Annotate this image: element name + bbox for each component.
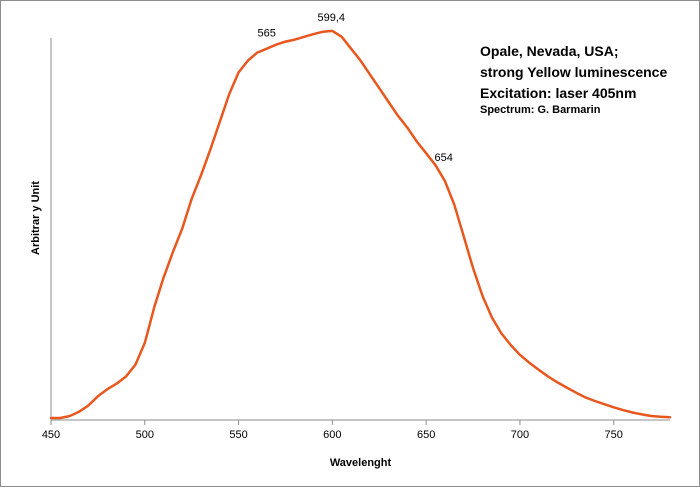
x-tick-label: 750 (605, 429, 623, 441)
peak-annotation: 599,4 (317, 12, 345, 24)
x-tick-label: 450 (42, 429, 60, 441)
peak-annotation: 565 (258, 28, 276, 40)
x-tick-label: 700 (511, 429, 529, 441)
x-axis-title: Wavelenght (330, 457, 392, 469)
chart-info-line: strong Yellow luminescence (480, 64, 667, 80)
x-tick-label: 650 (417, 429, 435, 441)
spectrum-line (49, 29, 672, 420)
x-tick-label: 500 (136, 429, 154, 441)
chart-info-line: Excitation: laser 405nm (480, 85, 636, 101)
x-tick-label: 550 (229, 429, 247, 441)
chart-info-line: Spectrum: G. Barmarin (480, 104, 601, 116)
x-tick-label: 600 (323, 429, 341, 441)
chart-info-line: Opale, Nevada, USA; (480, 43, 619, 59)
y-axis-title: Arbitrar y Unit (30, 181, 42, 255)
peak-annotation: 654 (434, 152, 452, 164)
